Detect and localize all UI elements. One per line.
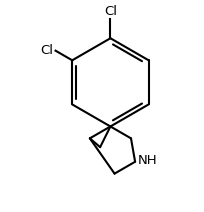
Text: NH: NH: [137, 154, 157, 167]
Text: Cl: Cl: [40, 44, 53, 57]
Text: Cl: Cl: [103, 5, 116, 18]
